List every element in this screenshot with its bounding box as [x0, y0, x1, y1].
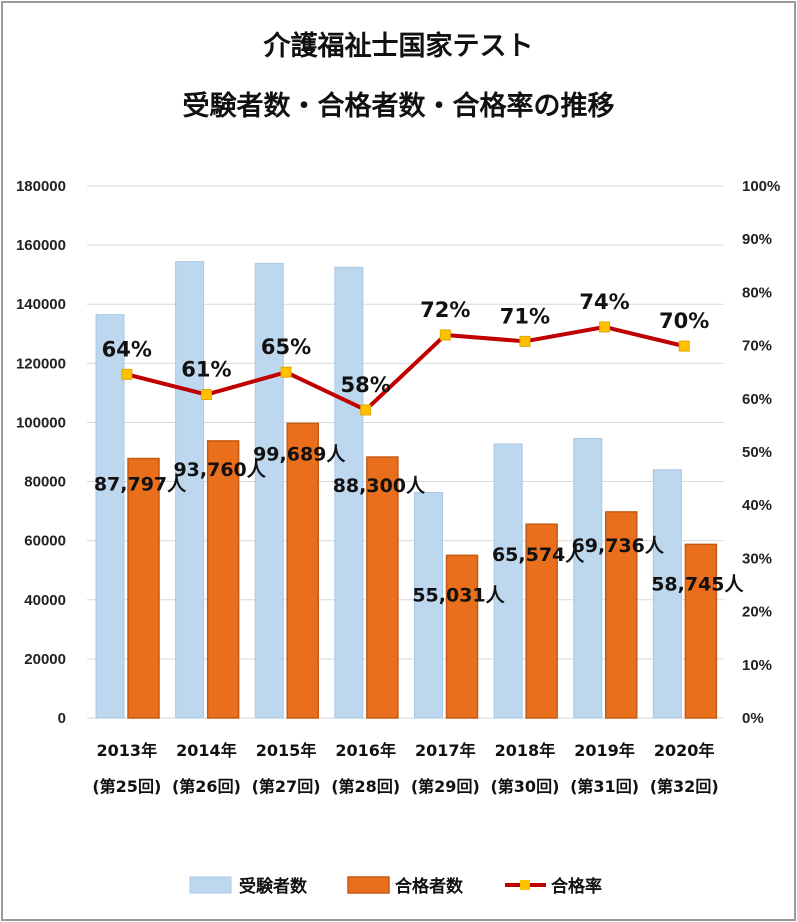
data-label-passers: 65,574人 [492, 544, 585, 566]
marker-pass-rate [121, 368, 133, 380]
bar-passers [206, 440, 240, 719]
y-right-tick: 10% [742, 657, 772, 674]
y-left-tick: 40000 [24, 592, 66, 609]
data-label-passers: 55,031人 [412, 584, 505, 606]
y-right-tick: 60% [742, 391, 772, 408]
y-left-tick: 0 [58, 710, 66, 727]
x-tick-exam: (第31回) [570, 777, 639, 796]
x-tick-year: 2013年 [97, 741, 158, 760]
x-tick-year: 2019年 [574, 741, 635, 760]
data-label-rate: 65% [261, 335, 311, 359]
bar-passers [605, 511, 638, 719]
y-right-tick: 50% [742, 444, 772, 461]
data-label-passers: 99,689人 [253, 443, 346, 465]
chart-subtitle: 受験者数・合格者数・合格率の推移 [182, 91, 615, 122]
x-tick-exam: (第27回) [252, 777, 321, 796]
data-label-rate: 58% [341, 373, 391, 397]
data-label-passers: 69,736人 [572, 535, 665, 557]
data-label-passers: 87,797人 [94, 474, 187, 496]
marker-pass-rate [439, 329, 451, 341]
y-left-tick: 80000 [24, 474, 66, 491]
y-left-tick: 180000 [16, 178, 66, 195]
marker-pass-rate [678, 340, 690, 352]
y-right-tick: 40% [742, 497, 772, 514]
bar-passers [286, 422, 319, 719]
bar-applicants [414, 491, 443, 719]
y-right-tick: 80% [742, 284, 772, 301]
x-tick-year: 2017年 [415, 741, 476, 760]
x-tick-year: 2018年 [495, 741, 556, 760]
bar-applicants [254, 262, 284, 719]
marker-pass-rate [519, 335, 531, 347]
x-tick-exam: (第25回) [92, 777, 161, 796]
legend-swatch-applicants [189, 876, 232, 894]
legend-swatch-rate-marker [520, 880, 530, 890]
data-label-rate: 72% [420, 298, 470, 322]
marker-pass-rate [200, 389, 212, 401]
bar-passers [127, 457, 160, 719]
x-tick-exam: (第29回) [411, 777, 480, 796]
data-label-rate: 64% [102, 337, 152, 361]
data-label-passers: 58,745人 [651, 573, 744, 595]
legend-label-applicants: 受験者数 [239, 876, 308, 897]
legend-label-passers: 合格者数 [395, 876, 464, 897]
data-label-passers: 88,300人 [333, 475, 426, 497]
legend-label-rate: 合格率 [551, 876, 602, 897]
bar-applicants [493, 443, 523, 719]
marker-pass-rate [599, 321, 611, 333]
x-tick-exam: (第28回) [331, 777, 400, 796]
y-right-tick: 100% [742, 178, 780, 195]
bar-passers [525, 523, 558, 719]
marker-pass-rate [280, 366, 292, 378]
y-right-tick: 0% [742, 710, 764, 727]
y-left-tick: 120000 [16, 355, 66, 372]
data-label-rate: 71% [500, 304, 550, 328]
y-left-tick: 20000 [24, 651, 66, 668]
chart-title: 介護福祉士国家テスト [263, 31, 534, 62]
y-left-tick: 140000 [16, 296, 66, 313]
bar-applicants [175, 261, 205, 719]
y-left-tick: 60000 [24, 533, 66, 550]
y-right-tick: 70% [742, 338, 772, 355]
x-tick-exam: (第30回) [490, 777, 559, 796]
bar-passers [366, 456, 399, 719]
data-label-rate: 70% [659, 309, 709, 333]
bar-applicants [652, 469, 682, 719]
y-right-tick: 90% [742, 231, 772, 248]
x-tick-exam: (第26回) [172, 777, 241, 796]
x-tick-exam: (第32回) [650, 777, 719, 796]
x-tick-year: 2020年 [654, 741, 715, 760]
bar-passers [684, 543, 718, 719]
data-label-passers: 93,760人 [173, 459, 266, 481]
data-label-rate: 61% [181, 358, 231, 382]
x-tick-year: 2016年 [335, 741, 396, 760]
y-right-tick: 30% [742, 550, 772, 567]
y-left-tick: 160000 [16, 237, 66, 254]
marker-pass-rate [360, 404, 372, 416]
bar-applicants [334, 266, 364, 719]
bar-applicants [95, 314, 125, 719]
x-tick-year: 2015年 [256, 741, 317, 760]
bar-passers [445, 554, 479, 719]
line-pass-rate [126, 324, 685, 412]
data-label-rate: 74% [579, 290, 629, 314]
x-tick-year: 2014年 [176, 741, 237, 760]
legend-swatch-passers [347, 876, 390, 894]
bar-applicants [573, 437, 603, 719]
y-right-tick: 20% [742, 604, 772, 621]
y-left-tick: 100000 [16, 414, 66, 431]
